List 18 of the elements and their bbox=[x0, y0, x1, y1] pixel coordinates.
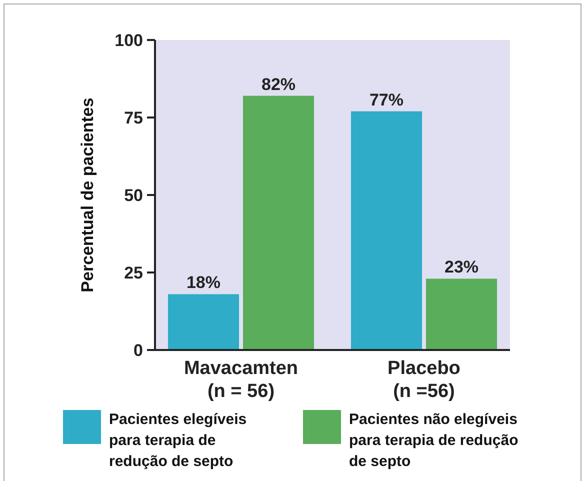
x-tick-label: Mavacamten (n = 56) bbox=[184, 358, 298, 402]
legend-label: Pacientes elegíveis para terapia de redução de septo bbox=[109, 411, 247, 470]
bar bbox=[350, 111, 422, 350]
data-label: 82% bbox=[262, 74, 296, 94]
data-label: 18% bbox=[186, 273, 221, 292]
x-tick-label: Placebo (n =56) bbox=[388, 358, 460, 402]
data-label: 77% bbox=[369, 90, 404, 110]
y-tick-label: 25 bbox=[124, 263, 143, 282]
bar bbox=[168, 294, 240, 350]
bar bbox=[243, 96, 314, 350]
y-tick-label: 100 bbox=[114, 30, 143, 50]
legend-label: Pacientes não elegíveis para terapia de redução de septo bbox=[349, 411, 518, 470]
bar bbox=[426, 278, 498, 350]
y-tick-label: 0 bbox=[134, 340, 143, 360]
y-tick-label: 50 bbox=[124, 186, 143, 205]
data-label: 23% bbox=[444, 258, 479, 277]
y-tick-label: 75 bbox=[124, 108, 143, 128]
y-axis-title: Percentual de pacientes bbox=[78, 98, 97, 292]
